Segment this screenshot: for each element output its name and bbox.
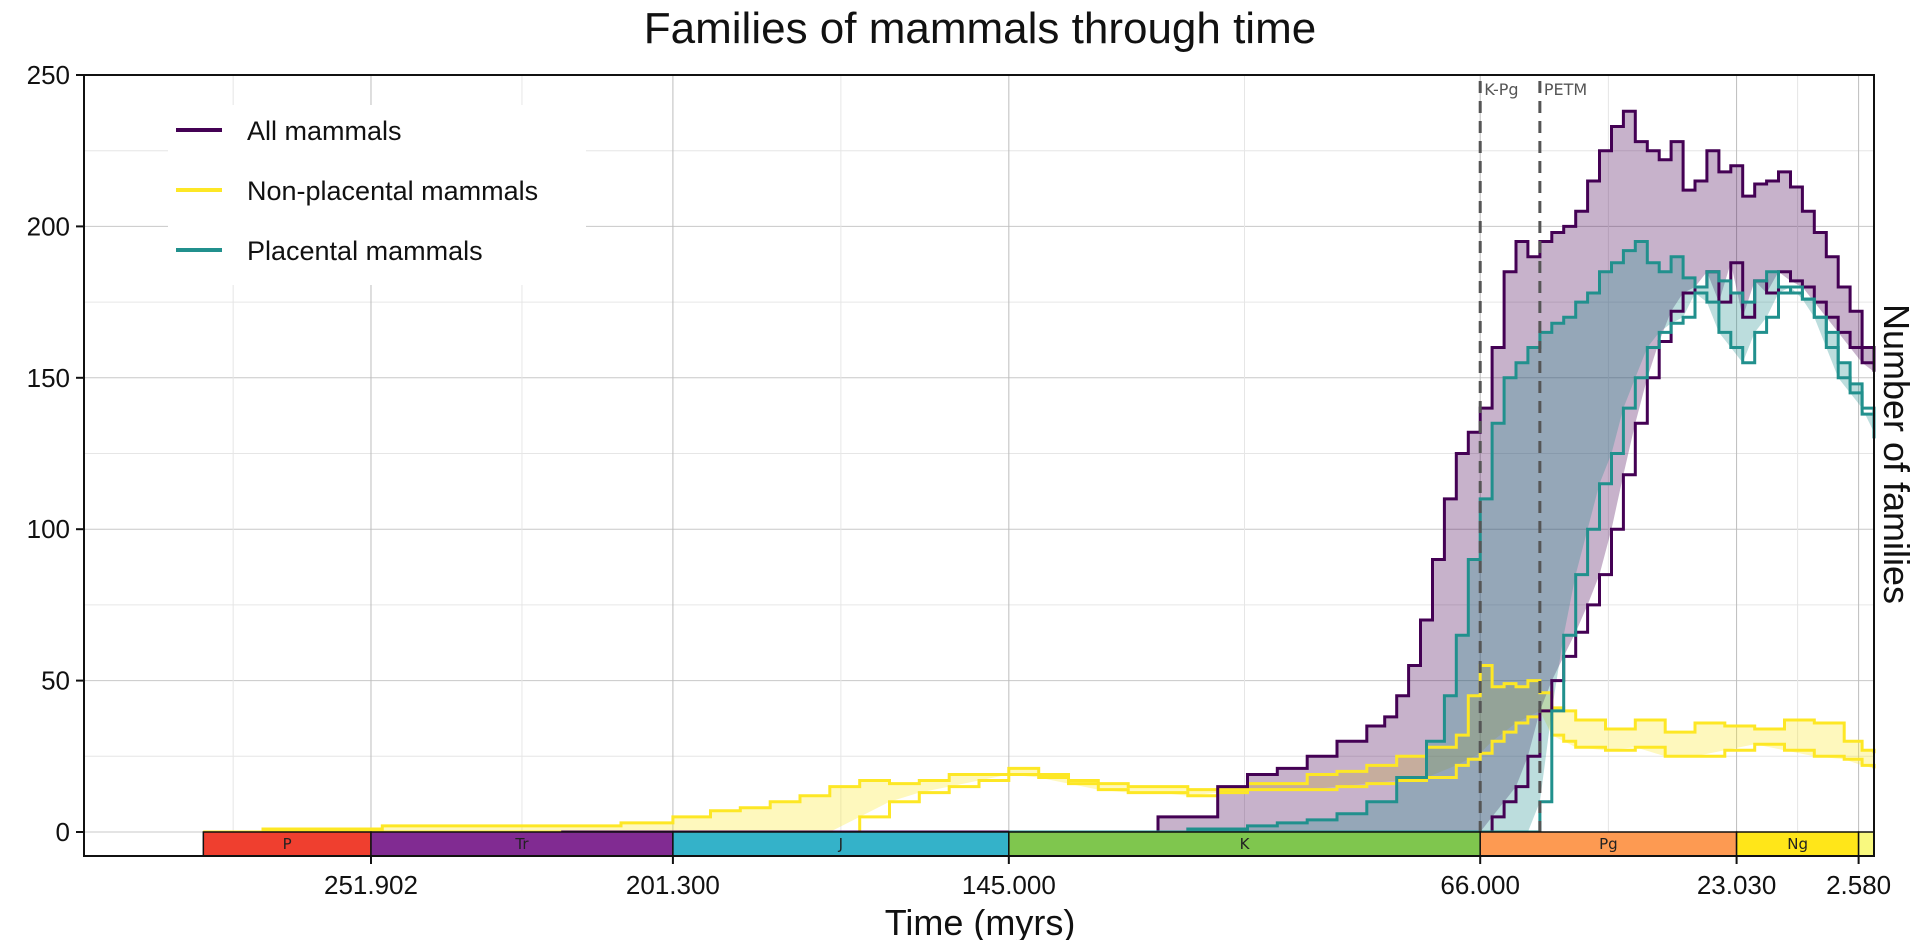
period-bar: P Tr J K Pg Ng bbox=[202, 831, 1875, 857]
period-label: J bbox=[838, 835, 843, 853]
series-band-0 bbox=[561, 111, 1874, 833]
legend-label-all-mammals: All mammals bbox=[247, 116, 402, 146]
period-label: Pg bbox=[1599, 835, 1618, 853]
event-label: K-Pg bbox=[1484, 80, 1518, 99]
series-upper-line-1 bbox=[203, 664, 1876, 834]
y-tick-label: 50 bbox=[41, 666, 70, 696]
period-label: P bbox=[283, 835, 292, 853]
legend-label-non-placental: Non-placental mammals bbox=[247, 176, 538, 206]
x-tick-label: 23.030 bbox=[1697, 870, 1777, 900]
y-tick-label: 0 bbox=[56, 817, 70, 847]
series-upper-line-0 bbox=[561, 109, 1876, 834]
period-label: K bbox=[1240, 835, 1251, 853]
y-tick-label: 100 bbox=[27, 514, 70, 544]
chart-title: Families of mammals through time bbox=[644, 4, 1316, 53]
x-tick-label: 66.000 bbox=[1440, 870, 1520, 900]
series-upper-line-2 bbox=[1008, 240, 1876, 834]
legend: All mammals Non-placental mammals Placen… bbox=[168, 105, 586, 285]
y-tick-label: 150 bbox=[27, 363, 70, 393]
x-axis-label: Time (myrs) bbox=[885, 902, 1076, 940]
legend-box bbox=[168, 105, 586, 285]
y-tick-label: 250 bbox=[27, 60, 70, 90]
series-lower-line-1 bbox=[203, 709, 1876, 834]
period-label: Tr bbox=[514, 835, 529, 853]
annotation-layer: K-Pg PETM bbox=[1478, 80, 1587, 832]
plot-frame bbox=[83, 74, 1875, 857]
x-tick-label: 145.000 bbox=[962, 870, 1056, 900]
legend-label-placental: Placental mammals bbox=[247, 236, 483, 266]
period-label: Ng bbox=[1787, 835, 1808, 853]
tick-layer: 0 50 100 150 200 250 251.902 201.300 145.000 66.0… bbox=[27, 60, 1892, 900]
period-segment bbox=[1008, 831, 1481, 857]
line-layer bbox=[203, 109, 1876, 834]
y-axis-label: Number of families bbox=[1876, 304, 1917, 604]
x-tick-label: 201.300 bbox=[626, 870, 720, 900]
x-tick-label: 2.580 bbox=[1826, 870, 1891, 900]
event-label: PETM bbox=[1544, 80, 1587, 99]
period-segment bbox=[1857, 831, 1875, 857]
y-tick-label: 200 bbox=[27, 211, 70, 241]
x-tick-label: 251.902 bbox=[324, 870, 418, 900]
fill-layer bbox=[203, 111, 1874, 833]
